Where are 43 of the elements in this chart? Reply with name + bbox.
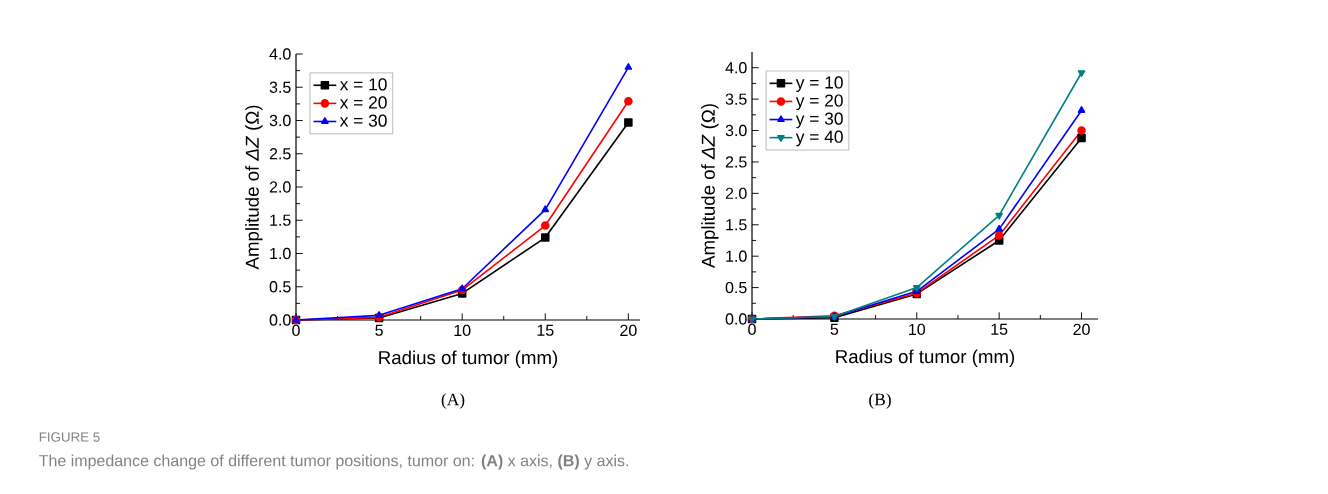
x-tick-label: 15 bbox=[537, 324, 554, 336]
y-tick-label: 0.5 bbox=[269, 281, 291, 293]
text: (B) bbox=[869, 393, 891, 409]
legend-label: x = 10 bbox=[339, 78, 387, 91]
text: (A) bbox=[441, 393, 465, 409]
legend-label: y = 10 bbox=[795, 76, 843, 92]
y-tick-label: 3.5 bbox=[725, 93, 747, 105]
text: The impedance change of different tumor positions, tumor on: (A) x axis, (B) y axis. bbox=[39, 454, 629, 470]
legend-label: y = 20 bbox=[795, 94, 843, 111]
x-axis-title: Radius of tumor (mm) bbox=[379, 350, 558, 368]
x-tick-label: 20 bbox=[1073, 323, 1090, 336]
x-tick-label: 20 bbox=[620, 324, 637, 337]
x-tick-label: 5 bbox=[830, 323, 839, 335]
x-tick-label: 10 bbox=[909, 323, 926, 336]
y-tick-label: 4.0 bbox=[725, 62, 747, 74]
y-axis-title: Amplitude of ΔZ (Ω) bbox=[245, 105, 263, 270]
x-tick-label: 10 bbox=[454, 324, 471, 337]
y-tick-label: 0.0 bbox=[269, 314, 291, 326]
legend-label: y = 40 bbox=[795, 130, 843, 147]
caption: FIGURE 5 bbox=[39, 432, 100, 442]
legend-label: x = 30 bbox=[339, 114, 387, 127]
y-tick-label: 2.0 bbox=[725, 187, 747, 200]
x-tick-label: 5 bbox=[375, 324, 383, 336]
y-tick-label: 1.0 bbox=[270, 247, 291, 260]
y-tick-label: 1.0 bbox=[726, 250, 747, 262]
x-tick-label: 15 bbox=[991, 323, 1008, 335]
y-tick-label: 1.5 bbox=[726, 219, 747, 231]
y-tick-label: 2.5 bbox=[269, 148, 291, 160]
y-tick-label: 2.0 bbox=[269, 181, 291, 193]
y-tick-label: 3.5 bbox=[269, 81, 291, 93]
y-tick-label: 0.5 bbox=[725, 281, 747, 294]
x-tick-label: 0 bbox=[748, 323, 756, 336]
legend-label: y = 30 bbox=[795, 112, 843, 129]
x-tick-label: 0 bbox=[292, 324, 300, 337]
y-tick-label: 3.0 bbox=[269, 114, 291, 127]
y-tick-label: 2.5 bbox=[725, 156, 747, 168]
y-tick-label: 1.5 bbox=[270, 214, 291, 226]
y-axis-title: Amplitude of ΔZ (Ω) bbox=[701, 104, 719, 268]
x-axis-title: Radius of tumor (mm) bbox=[836, 349, 1015, 367]
y-tick-label: 0.0 bbox=[725, 313, 747, 325]
y-tick-label: 4.0 bbox=[269, 48, 291, 60]
legend-label: x = 20 bbox=[339, 96, 387, 109]
y-tick-label: 3.0 bbox=[725, 124, 747, 137]
